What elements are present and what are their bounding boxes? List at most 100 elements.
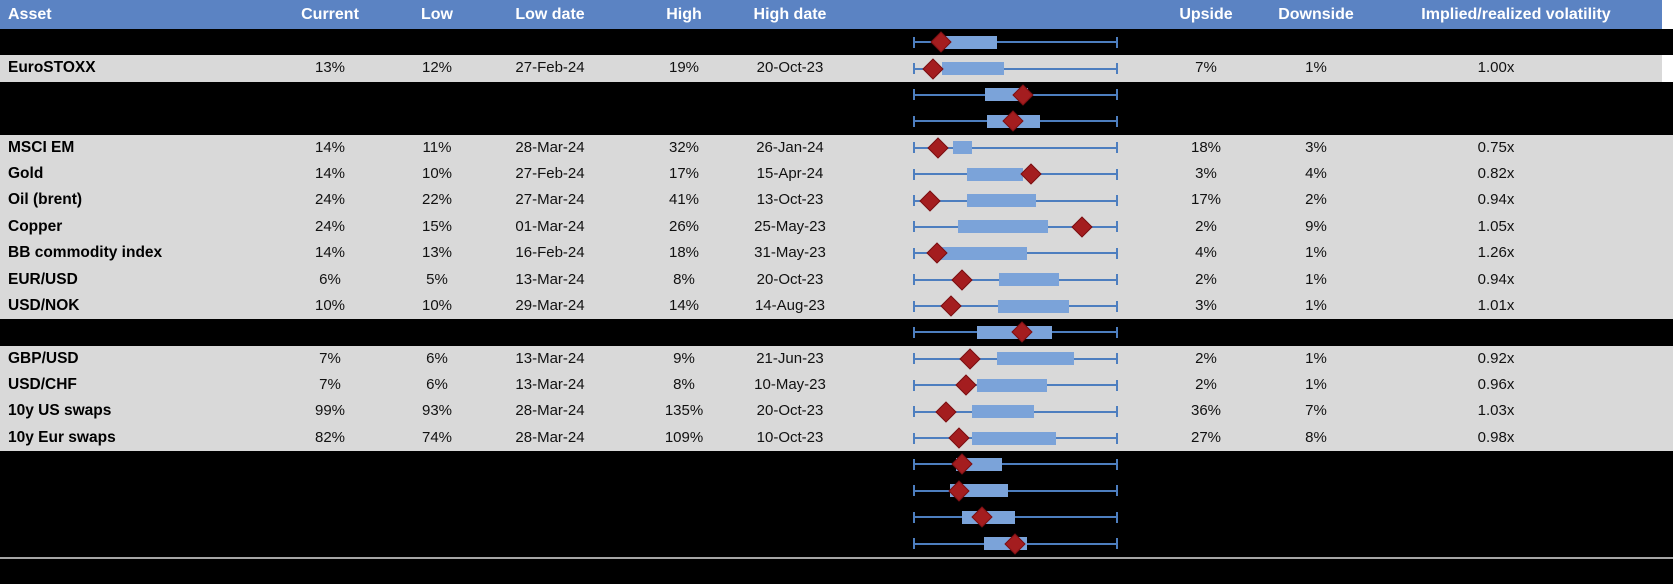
whisker-left-cap	[913, 221, 915, 233]
range-boxplot	[913, 135, 1118, 161]
downside-cell: 1%	[1305, 270, 1327, 288]
asset-name-cell: Gold	[8, 164, 44, 182]
upside-cell: 36%	[1190, 402, 1222, 420]
high-cell: 41%	[668, 191, 700, 209]
interquartile-box	[941, 62, 1005, 76]
low-cell: 12%	[421, 59, 453, 77]
high-cell: 26%	[668, 217, 700, 235]
asset-name-cell: 10y US swaps	[8, 402, 112, 420]
high-cell: 135%	[664, 402, 704, 420]
current-cell: 14%	[314, 244, 346, 262]
current-cell: 10%	[314, 296, 346, 314]
column-header-implied-realized-volatility: Implied/realized volatility	[1421, 6, 1611, 23]
interquartile-box	[972, 405, 1034, 419]
table-row: GBP/USD 7% 6% 13-Mar-24 9% 21-Jun-23 2% …	[0, 345, 1673, 373]
upside-cell: 2%	[1195, 349, 1217, 367]
range-boxplot	[913, 319, 1118, 345]
whisker-left-cap	[913, 195, 915, 207]
high-date-cell: 20-Oct-23	[756, 270, 824, 288]
current-cell: 6%	[319, 270, 341, 288]
downside-cell: 1%	[1305, 349, 1327, 367]
range-boxplot	[913, 451, 1118, 477]
downside-cell: 4%	[1305, 164, 1327, 182]
low-date-cell: 01-Mar-24	[515, 217, 585, 235]
low-cell: 10%	[421, 296, 453, 314]
downside-cell: 2%	[1305, 191, 1327, 209]
implied-realized-cell: 0.96x	[1477, 376, 1515, 394]
downside-cell: 1%	[1305, 244, 1327, 262]
high-cell: 19%	[668, 59, 700, 77]
table-row: 10y US swaps 99% 93% 28-Mar-24 135% 20-O…	[0, 398, 1673, 425]
high-cell: 8%	[673, 376, 695, 394]
table-row: Gold 14% 10% 27-Feb-24 17% 15-Apr-24 3% …	[0, 160, 1673, 188]
table-row: USD/CHF 7% 6% 13-Mar-24 8% 10-May-23 2% …	[0, 372, 1673, 399]
whisker-right-cap	[1116, 406, 1118, 418]
interquartile-box	[976, 378, 1048, 392]
high-date-cell: 10-May-23	[754, 376, 826, 394]
hidden-row	[0, 319, 1673, 346]
whisker-left-cap	[913, 89, 915, 101]
whisker-right-cap	[1116, 353, 1118, 365]
range-boxplot	[913, 372, 1118, 398]
low-cell: 15%	[421, 217, 453, 235]
high-cell: 8%	[673, 270, 695, 288]
whisker-left-cap	[913, 432, 915, 444]
low-cell: 74%	[421, 428, 453, 446]
whisker-right-cap	[1116, 379, 1118, 391]
whisker-line	[914, 516, 1117, 519]
hidden-row	[0, 504, 1673, 531]
current-level-diamond-icon	[921, 57, 944, 80]
current-level-diamond-icon	[940, 295, 962, 317]
table-body: EuroSTOXX 13% 12% 27-Feb-24 19% 20-Oct-2…	[0, 29, 1673, 557]
bottom-black-area	[0, 558, 1673, 584]
upside-cell: 4%	[1195, 244, 1217, 262]
whisker-right-cap	[1116, 274, 1118, 286]
interquartile-box	[939, 246, 1028, 260]
whisker-left-cap	[913, 115, 915, 127]
table-row: EUR/USD 6% 5% 13-Mar-24 8% 20-Oct-23 2% …	[0, 266, 1673, 293]
range-boxplot	[913, 161, 1118, 187]
whisker-left-cap	[913, 247, 915, 259]
current-cell: 82%	[314, 428, 346, 446]
asset-name-cell: 10y Eur swaps	[8, 428, 116, 446]
high-date-cell: 15-Apr-24	[756, 164, 824, 182]
low-cell: 22%	[421, 191, 453, 209]
high-date-cell: 25-May-23	[754, 217, 826, 235]
upside-cell: 2%	[1195, 270, 1217, 288]
asset-name-cell: MSCI EM	[8, 138, 75, 156]
high-cell: 9%	[673, 349, 695, 367]
interquartile-box	[953, 141, 973, 155]
whisker-right-cap	[1116, 195, 1118, 207]
low-date-cell: 16-Feb-24	[515, 244, 585, 262]
implied-realized-cell: 1.03x	[1477, 402, 1515, 420]
current-level-diamond-icon	[951, 269, 973, 291]
range-boxplot	[913, 267, 1118, 293]
interquartile-box	[998, 273, 1059, 287]
whisker-left-cap	[913, 326, 915, 338]
high-cell: 17%	[668, 164, 700, 182]
whisker-left-cap	[913, 379, 915, 391]
asset-name-cell: Copper	[8, 217, 63, 235]
table-header-row: Asset Current Low Low date High High dat…	[0, 0, 1673, 29]
high-date-cell: 20-Oct-23	[756, 59, 824, 77]
interquartile-box	[966, 167, 1023, 181]
high-cell: 109%	[664, 428, 704, 446]
implied-realized-cell: 1.00x	[1477, 59, 1515, 77]
downside-cell: 1%	[1305, 376, 1327, 394]
downside-cell: 8%	[1305, 428, 1327, 446]
asset-name-cell: GBP/USD	[8, 349, 79, 367]
whisker-right-cap	[1116, 300, 1118, 312]
range-boxplot	[913, 478, 1118, 504]
column-header-high: High	[666, 6, 702, 23]
column-header-low: Low	[421, 6, 453, 23]
upside-cell: 2%	[1195, 376, 1217, 394]
high-date-cell: 20-Oct-23	[756, 402, 824, 420]
whisker-right-cap	[1116, 36, 1118, 48]
current-level-diamond-icon	[955, 374, 977, 396]
implied-realized-cell: 0.92x	[1477, 349, 1515, 367]
low-cell: 6%	[426, 376, 448, 394]
whisker-right-cap	[1116, 247, 1118, 259]
whisker-right-cap	[1116, 511, 1118, 523]
upside-cell: 2%	[1195, 217, 1217, 235]
upside-cell: 27%	[1190, 428, 1222, 446]
